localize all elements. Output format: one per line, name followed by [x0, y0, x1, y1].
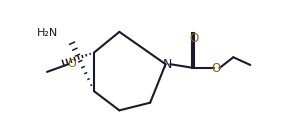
Text: O: O: [212, 62, 221, 75]
Text: H₂N: H₂N: [37, 28, 58, 38]
Text: N: N: [163, 58, 173, 71]
Text: O: O: [189, 32, 199, 45]
Text: O: O: [67, 59, 76, 69]
